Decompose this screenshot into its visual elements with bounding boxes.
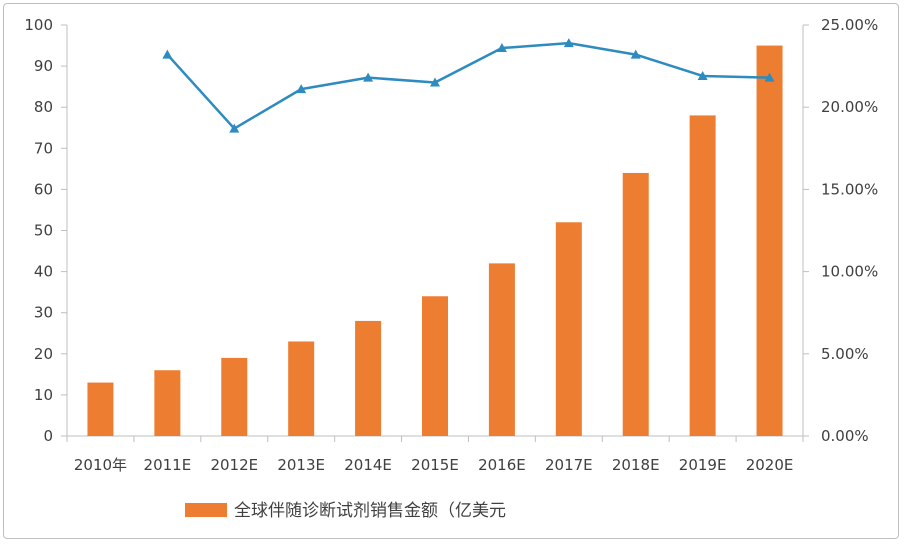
line-layer <box>162 38 775 133</box>
line-point-2012E <box>229 123 240 133</box>
bar-2019E <box>689 115 716 437</box>
x-tick-label: 2011E <box>144 456 192 474</box>
y-left-tick-label: 100 <box>24 16 53 34</box>
bar-2014E <box>355 320 382 436</box>
x-tick-label: 2013E <box>277 456 325 474</box>
x-tick-label: 2016E <box>478 456 526 474</box>
bar-2017E <box>555 222 582 436</box>
line-point-2019E <box>697 70 708 80</box>
legend: 全球伴随诊断试剂销售金额（亿美元 <box>185 501 506 521</box>
bar-2016E <box>488 263 515 436</box>
y-left-tick-label: 10 <box>34 386 53 404</box>
growth-rate-line <box>166 41 770 130</box>
x-tick-label: 2017E <box>545 456 593 474</box>
x-tick-label: 2015E <box>411 456 459 474</box>
y-right-tick-label: 0.00% <box>821 427 869 445</box>
line-point-2015E <box>430 77 440 87</box>
y-left-tick-label: 70 <box>34 139 53 157</box>
x-tick-label: 2014E <box>344 456 392 474</box>
legend-label: 全球伴随诊断试剂销售金额（亿美元 <box>234 501 506 521</box>
x-tick-label: 2012E <box>210 456 258 474</box>
y-left-tick-label: 80 <box>34 98 53 116</box>
bar-2018E <box>622 172 649 436</box>
y-right-tick-label: 5.00% <box>821 345 869 363</box>
x-tick-label: 2010年 <box>74 456 127 474</box>
bar-2010年 <box>87 382 114 436</box>
bar-2012E <box>221 357 248 436</box>
y-left-tick-label: 30 <box>34 304 53 322</box>
tick-labels-layer: 0 10 20 30 40 50 60 70 80 90 100 0.00% 5.00% 10.00% 15… <box>24 16 878 474</box>
line-point-2020E <box>764 72 775 82</box>
legend-swatch <box>185 503 227 517</box>
y-right-tick-label: 20.00% <box>821 98 878 116</box>
bar-2015E <box>422 296 448 436</box>
line-point-2011E <box>162 49 173 59</box>
bar-2020E <box>756 45 783 437</box>
x-tick-label: 2019E <box>679 456 727 474</box>
x-tick-label: 2020E <box>746 456 794 474</box>
bar-2013E <box>288 341 315 436</box>
bars-layer <box>87 45 783 437</box>
chart-frame <box>3 3 899 539</box>
bar-2011E <box>154 370 181 436</box>
line-point-2018E <box>630 49 641 59</box>
x-tick-label: 2018E <box>612 456 660 474</box>
y-left-tick-label: 50 <box>34 222 53 240</box>
line-point-2017E <box>563 38 574 48</box>
y-left-tick-label: 60 <box>34 180 53 198</box>
y-right-tick-label: 25.00% <box>821 16 878 34</box>
line-point-2016E <box>496 43 507 53</box>
y-left-tick-label: 40 <box>34 263 53 281</box>
line-point-2014E <box>363 72 374 82</box>
y-left-tick-label: 0 <box>43 427 53 445</box>
line-point-2013E <box>296 84 307 94</box>
y-left-tick-label: 20 <box>34 345 53 363</box>
y-left-tick-label: 90 <box>34 57 53 75</box>
y-right-tick-label: 15.00% <box>821 180 878 198</box>
y-right-tick-label: 10.00% <box>821 263 878 281</box>
